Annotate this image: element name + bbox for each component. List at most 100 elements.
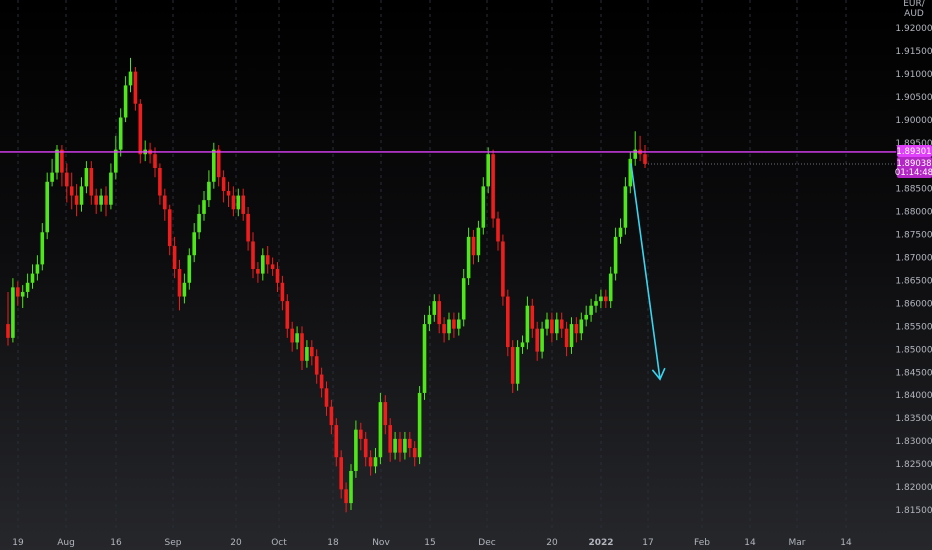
candle-body[interactable] (579, 319, 584, 334)
candle-body[interactable] (510, 347, 515, 384)
candle-body[interactable] (535, 328, 539, 352)
candle-body[interactable] (74, 195, 79, 205)
candle-body[interactable] (153, 154, 157, 169)
projection-arrow[interactable] (630, 163, 666, 381)
candle-body[interactable] (623, 186, 628, 228)
candle-body[interactable] (84, 168, 89, 187)
candle-body[interactable] (65, 172, 69, 187)
candle-body[interactable] (197, 213, 201, 233)
candle-body[interactable] (515, 347, 520, 384)
price-axis[interactable]: 1.92000 1.91500 1.91000 1.90500 1.90000 1.895… (895, 24, 932, 516)
candle-body[interactable] (383, 402, 388, 426)
candle-body[interactable] (564, 328, 569, 348)
candle-body[interactable] (123, 85, 128, 118)
candle-body[interactable] (417, 392, 422, 458)
candle-body[interactable] (226, 190, 231, 196)
candle-body[interactable] (118, 117, 123, 150)
candle-body[interactable] (177, 269, 182, 297)
candle-body[interactable] (295, 333, 299, 343)
candle-body[interactable] (50, 172, 54, 182)
candle-body[interactable] (334, 425, 339, 458)
candle-body[interactable] (594, 301, 598, 306)
candle-body[interactable] (363, 438, 368, 458)
candle-body[interactable] (368, 457, 373, 467)
candle-body[interactable] (212, 149, 216, 182)
candle-body[interactable] (69, 186, 74, 196)
candle-body[interactable] (457, 319, 461, 329)
candle-body[interactable] (555, 319, 559, 334)
candle-body[interactable] (559, 319, 564, 329)
candle-body[interactable] (447, 319, 451, 334)
candle-body[interactable] (300, 333, 304, 361)
candle-body[interactable] (40, 232, 45, 265)
candle-body[interactable] (25, 282, 30, 292)
candle-body[interactable] (599, 296, 603, 302)
candle-body[interactable] (569, 324, 574, 348)
candle-body[interactable] (540, 328, 544, 352)
candle-body[interactable] (432, 301, 437, 315)
candle-body[interactable] (114, 149, 118, 173)
candle-body[interactable] (442, 324, 446, 334)
candle-body[interactable] (545, 319, 549, 329)
candle-body[interactable] (216, 149, 221, 178)
candle-body[interactable] (275, 269, 280, 283)
candle-body[interactable] (329, 406, 334, 426)
candle-body[interactable] (265, 255, 270, 265)
candle-body[interactable] (99, 195, 103, 205)
candle-body[interactable] (128, 71, 133, 86)
candle-body[interactable] (305, 347, 309, 361)
candle-body[interactable] (167, 209, 172, 247)
candle-body[interactable] (138, 103, 143, 155)
candle-body[interactable] (231, 195, 236, 210)
candle-body[interactable] (35, 264, 40, 274)
candle-body[interactable] (408, 438, 412, 449)
candle-body[interactable] (344, 489, 348, 504)
candle-body[interactable] (550, 319, 554, 334)
candle-body[interactable] (187, 255, 192, 283)
candle-body[interactable] (89, 168, 94, 196)
candle-body[interactable] (584, 314, 588, 320)
candle-body[interactable] (172, 246, 177, 269)
candle-body[interactable] (574, 324, 579, 334)
candle-body[interactable] (11, 287, 15, 338)
candle-body[interactable] (437, 301, 441, 325)
candle-body[interactable] (319, 374, 324, 389)
candle-body[interactable] (471, 236, 476, 256)
candle-body[interactable] (207, 181, 211, 201)
candle-body[interactable] (324, 388, 329, 407)
candle-body[interactable] (403, 438, 407, 453)
candle-body[interactable] (6, 324, 10, 338)
candle-body[interactable] (290, 328, 294, 343)
candle-body[interactable] (104, 195, 108, 205)
candle-body[interactable] (109, 172, 113, 205)
candle-series[interactable] (6, 57, 647, 513)
candle-body[interactable] (45, 181, 49, 233)
candle-body[interactable] (354, 429, 358, 471)
candle-body[interactable] (192, 232, 196, 256)
candle-body[interactable] (520, 342, 525, 348)
candle-body[interactable] (270, 264, 275, 269)
candle-body[interactable] (398, 438, 402, 453)
candle-body[interactable] (388, 425, 392, 453)
candle-body[interactable] (412, 448, 417, 458)
candle-body[interactable] (481, 186, 486, 228)
candle-body[interactable] (20, 291, 25, 297)
candle-body[interactable] (251, 241, 255, 269)
candle-body[interactable] (486, 154, 490, 187)
candle-body[interactable] (236, 195, 241, 210)
candle-body[interactable] (643, 154, 647, 164)
candle-body[interactable] (182, 282, 187, 297)
candle-body[interactable] (30, 273, 35, 283)
candle-body[interactable] (163, 195, 167, 210)
candle-body[interactable] (133, 71, 138, 104)
candle-body[interactable] (589, 305, 593, 315)
candle-body[interactable] (427, 314, 432, 325)
candle-body[interactable] (506, 296, 510, 348)
candle-body[interactable] (618, 227, 623, 237)
candle-body[interactable] (221, 177, 226, 191)
candle-body[interactable] (613, 236, 618, 274)
candle-body[interactable] (461, 278, 466, 320)
candle-body[interactable] (314, 356, 319, 375)
candle-body[interactable] (628, 158, 633, 187)
candle-body[interactable] (422, 324, 427, 393)
